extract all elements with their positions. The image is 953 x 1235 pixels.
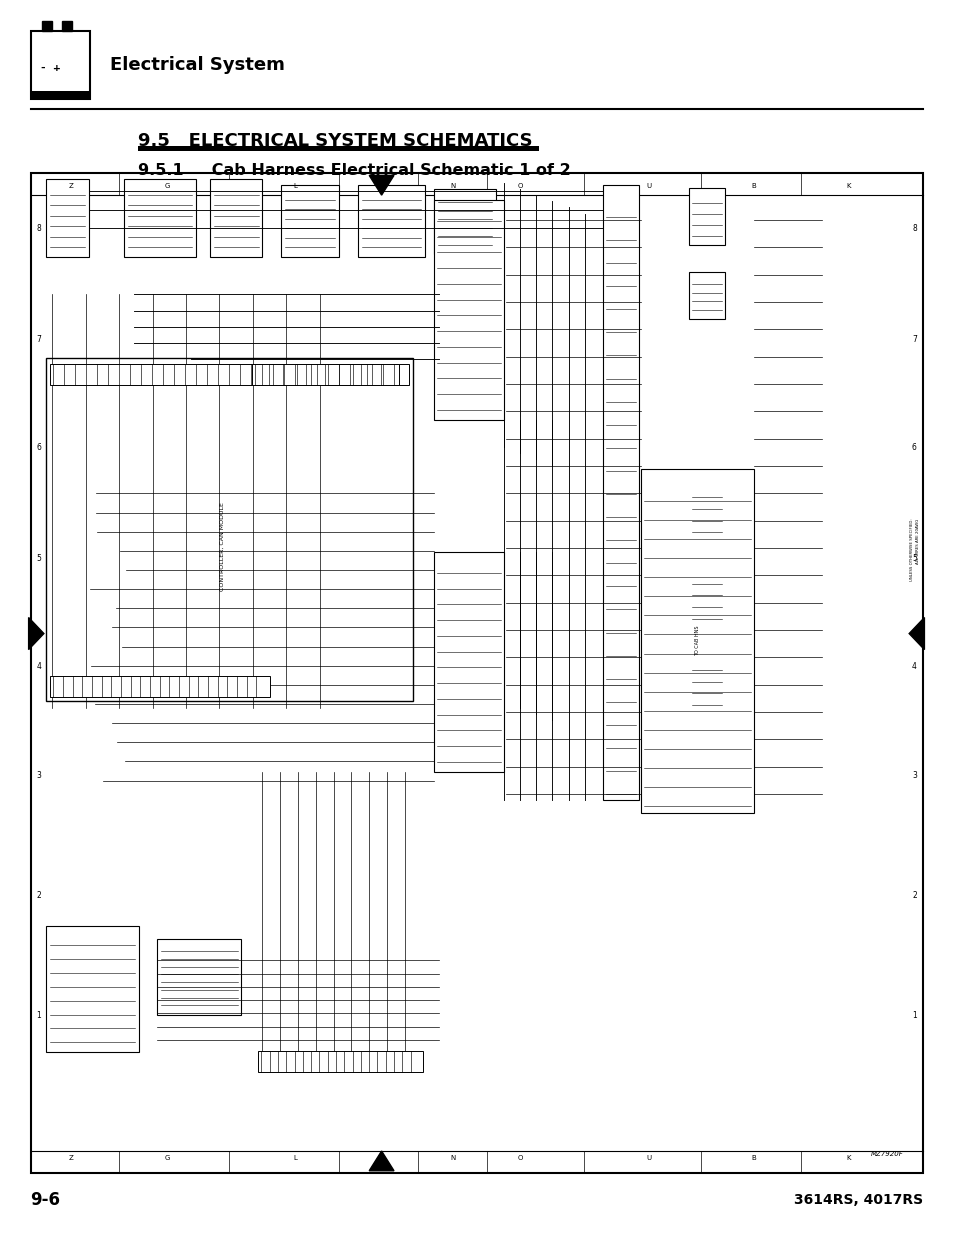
Text: Z: Z [69,1155,74,1161]
Text: K: K [846,1155,850,1161]
Text: - +: - + [40,63,60,73]
Text: MZ7920F: MZ7920F [870,1151,902,1157]
Text: L: L [294,1155,297,1161]
Bar [688,188,724,245]
Bar [138,146,538,151]
Text: U: U [645,1155,651,1161]
Bar [434,189,496,254]
Bar [640,469,753,813]
Bar [46,179,89,257]
Text: 3: 3 [911,771,916,781]
Bar [281,185,338,257]
Bar [688,272,724,319]
Text: 8: 8 [911,224,916,233]
Text: 1: 1 [36,1010,41,1020]
Bar [157,939,241,1015]
Bar [434,200,503,420]
Text: 5: 5 [911,553,916,563]
Bar [602,185,639,800]
Bar [210,179,262,257]
Bar [62,21,71,31]
Text: 6: 6 [36,442,41,452]
Bar [688,568,724,627]
Text: N: N [450,183,456,189]
Text: 7: 7 [911,335,916,345]
Text: U: U [645,183,651,189]
Text: 9-6: 9-6 [30,1192,60,1209]
Text: 4: 4 [36,662,41,672]
Text: TO CAB HNS: TO CAB HNS [694,626,700,656]
Text: 9.5.1     Cab Harness Electrical Schematic 1 of 2: 9.5.1 Cab Harness Electrical Schematic 1… [138,163,571,178]
Text: CONTROLLER, CAN MODULE: CONTROLLER, CAN MODULE [219,503,224,592]
Bar [46,926,139,1052]
Text: L: L [294,183,297,189]
Text: Electrical System: Electrical System [110,56,284,74]
Polygon shape [369,175,394,195]
Bar [688,655,724,714]
Text: G: G [164,183,170,189]
Text: 8: 8 [36,224,41,233]
Bar [357,185,424,257]
Bar [30,31,90,99]
Bar [124,179,195,257]
Text: O: O [517,1155,522,1161]
Polygon shape [908,618,923,650]
Text: 6: 6 [911,442,916,452]
Text: 7: 7 [36,335,41,345]
Bar [30,173,922,1173]
Text: 2: 2 [36,890,41,900]
Text: K: K [846,183,850,189]
Text: O: O [517,183,522,189]
Polygon shape [369,1151,394,1171]
Text: B: B [751,183,755,189]
Text: UNLESS OTHERWISE SPECIFIED:
ALL WIRES ARE 20AWG: UNLESS OTHERWISE SPECIFIED: ALL WIRES AR… [909,519,919,580]
Text: 3614RS, 4017RS: 3614RS, 4017RS [794,1193,923,1208]
Text: M: M [378,183,384,189]
Bar [434,552,503,772]
Bar [688,482,724,541]
Text: N: N [450,1155,456,1161]
Bar [46,358,413,701]
Text: 3: 3 [36,771,41,781]
Bar [30,91,90,99]
Bar [252,364,398,385]
Text: 1: 1 [911,1010,916,1020]
Polygon shape [29,618,44,650]
Bar [50,676,270,697]
Text: 2: 2 [911,890,916,900]
Bar [257,1051,422,1072]
Bar [42,21,51,31]
Text: Z: Z [69,183,74,189]
Bar [50,364,409,385]
Text: B: B [751,1155,755,1161]
Text: 9.5   ELECTRICAL SYSTEM SCHEMATICS: 9.5 ELECTRICAL SYSTEM SCHEMATICS [138,132,533,151]
Text: M: M [378,1155,384,1161]
Text: G: G [164,1155,170,1161]
Text: 4: 4 [911,662,916,672]
Text: 5: 5 [36,553,41,563]
